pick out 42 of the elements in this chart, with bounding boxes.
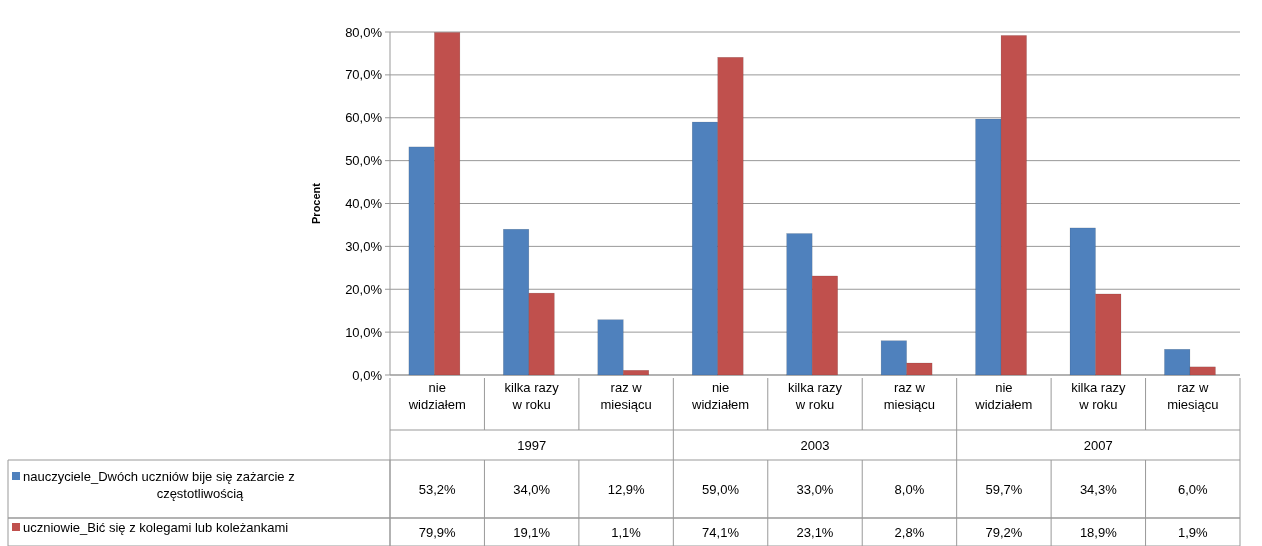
data-label: 12,9% <box>607 481 645 497</box>
data-label: 8,0% <box>894 481 925 497</box>
data-label: 33,0% <box>796 481 834 497</box>
data-label: 1,1% <box>611 524 642 540</box>
y-tick-label: 50,0% <box>345 153 383 169</box>
x-tick-label: kilka razy w roku <box>1071 380 1126 412</box>
data-label: 79,9% <box>418 524 457 540</box>
x-tick-label: raz w miesiącu <box>600 380 652 412</box>
x-tick-label: nie widziałem <box>691 380 750 412</box>
legend-label: nauczyciele_Dwóch uczniów bije się zażarcie z częstotliwością <box>23 469 295 501</box>
data-label: 74,1% <box>702 524 740 540</box>
y-tick-label: 80,0% <box>345 24 383 40</box>
y-tick-label: 10,0% <box>345 324 383 340</box>
text: 1997 <box>517 437 547 453</box>
data-label: 59,0% <box>702 481 740 497</box>
data-label: 59,7% <box>985 481 1023 497</box>
data-label: 19,1% <box>513 524 551 540</box>
y-axis-title: Procent <box>310 182 322 224</box>
data-label: 34,0% <box>513 481 551 497</box>
data-label: 6,0% <box>1177 481 1209 497</box>
x-tick-label: kilka razy w roku <box>787 380 843 412</box>
y-tick-label: 30,0% <box>345 238 383 254</box>
data-label: 34,3% <box>1079 481 1118 497</box>
legend-label: uczniowie_Bić się z kolegami lub koleżankami <box>23 520 289 535</box>
data-label: 23,1% <box>796 524 834 540</box>
x-tick-label: kilka razy w roku <box>504 380 560 412</box>
y-tick-label: 60,0% <box>345 110 383 126</box>
data-label: 53,2% <box>418 481 457 497</box>
x-tick-label: nie widziałem <box>974 380 1033 412</box>
x-tick-label: raz w miesiącu <box>883 380 936 412</box>
data-label: 79,2% <box>985 524 1023 540</box>
y-tick-label: 40,0% <box>345 196 383 212</box>
data-label: 2,8% <box>894 524 925 540</box>
data-label: 18,9% <box>1079 524 1118 540</box>
y-tick-label: 20,0% <box>345 281 383 297</box>
text: 2007 <box>1083 437 1113 453</box>
y-tick-label: 70,0% <box>345 67 383 83</box>
y-tick-label: 0,0% <box>352 367 383 383</box>
text: 2003 <box>800 437 830 453</box>
x-tick-label: nie widziałem <box>407 380 466 412</box>
data-label: 1,9% <box>1177 524 1209 540</box>
x-tick-label: raz w miesiącu <box>1167 380 1219 412</box>
